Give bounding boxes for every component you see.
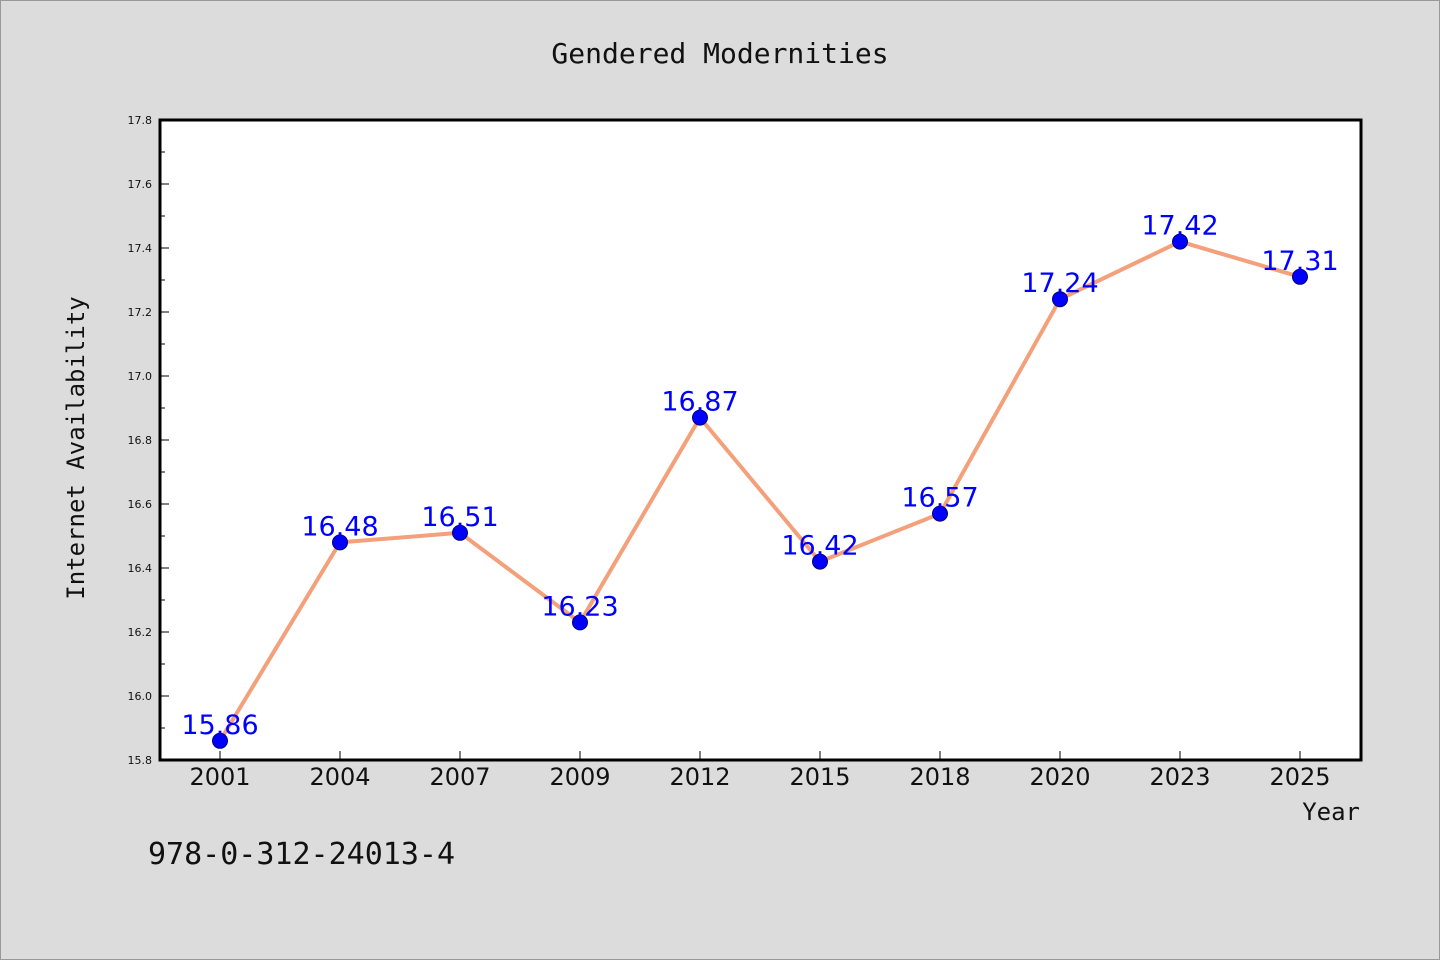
x-tick-label: 2025 <box>1269 763 1330 791</box>
x-tick-label: 2023 <box>1149 763 1210 791</box>
x-tick-label: 2009 <box>549 763 610 791</box>
data-point <box>452 524 468 541</box>
y-tick-label: 16.4 <box>128 562 153 575</box>
data-label: 16.23 <box>541 591 618 622</box>
x-tick-label: 2015 <box>789 763 850 791</box>
data-labels-group: 15.86 16.48 16.51 16.23 16.87 16.42 16.57 17.24… <box>181 211 1338 741</box>
y-axis: 15.8 16.0 16.2 16.4 16.6 16.8 17.0 17.2 17.4 17.6… <box>128 114 169 767</box>
x-tick-label: 2007 <box>429 763 490 791</box>
data-label: 17.31 <box>1261 246 1338 277</box>
data-point <box>212 732 228 749</box>
y-tick-label: 16.0 <box>128 690 153 703</box>
y-tick-label: 15.8 <box>128 754 153 767</box>
data-point <box>812 553 828 570</box>
data-label: 16.42 <box>781 531 858 562</box>
x-axis-label: Year <box>1302 798 1360 826</box>
data-label: 16.51 <box>421 502 498 533</box>
x-axis: 2001 2004 2007 2009 2012 2015 2018 2020 2023 2025 <box>189 751 1331 791</box>
data-point <box>932 505 948 522</box>
x-tick-label: 2012 <box>669 763 730 791</box>
data-label: 15.86 <box>181 710 258 741</box>
series-points-group <box>212 233 1308 749</box>
data-point <box>1172 233 1188 250</box>
x-tick-label: 2001 <box>189 763 250 791</box>
y-tick-label: 17.0 <box>128 370 153 383</box>
y-tick-label: 16.6 <box>128 498 153 511</box>
isbn-text: 978-0-312-24013-4 <box>148 837 455 872</box>
series-line <box>218 239 1301 742</box>
data-label: 17.24 <box>1021 268 1098 299</box>
data-point <box>572 614 588 631</box>
y-tick-label: 17.8 <box>128 114 153 127</box>
y-tick-label: 17.6 <box>128 178 153 191</box>
x-tick-label: 2004 <box>309 763 370 791</box>
y-axis-label: Internet Availability <box>62 296 90 599</box>
data-label: 16.48 <box>301 511 378 542</box>
data-point <box>1292 268 1308 285</box>
data-point <box>332 534 348 551</box>
y-tick-label: 17.4 <box>128 242 153 255</box>
data-point <box>692 409 708 426</box>
x-tick-label: 2018 <box>909 763 970 791</box>
plot-area <box>158 118 1363 762</box>
y-tick-label: 17.2 <box>128 306 153 319</box>
y-tick-label: 16.8 <box>128 434 153 447</box>
data-label: 16.87 <box>661 387 738 418</box>
y-tick-label: 16.2 <box>128 626 153 639</box>
data-label: 16.57 <box>901 483 978 514</box>
x-tick-label: 2020 <box>1029 763 1090 791</box>
chart-title: Gendered Modernities <box>551 37 888 70</box>
series-line-group <box>218 239 1301 742</box>
data-point <box>1052 291 1068 308</box>
data-label: 17.42 <box>1141 211 1218 242</box>
